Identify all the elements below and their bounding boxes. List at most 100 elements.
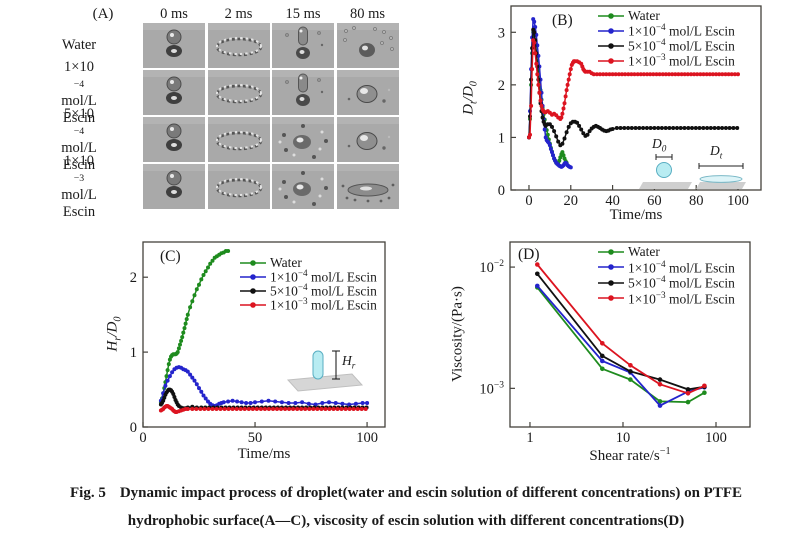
y-tick-label: 1 — [498, 130, 505, 146]
chart-B-svg: 0 20 40 60 80 100 0 1 2 3 (B) — [498, 5, 762, 209]
legend-entry: 5×10−4 mol/L Escin — [598, 36, 735, 54]
legend-label: Water — [628, 7, 660, 23]
x-tick-label: 40 — [605, 193, 620, 209]
y-tick-label: 10−2 — [479, 259, 504, 276]
panel-d-chart: 1 10 100 10−2 10−3 (D) Shear rate/s−1 Viscosity… — [430, 232, 812, 470]
legend-marker-icon — [240, 260, 266, 266]
y-axis-label: Hr/D0 — [104, 316, 124, 352]
legend-label: 1×10−3 mol/L Escin — [270, 296, 377, 313]
legend-label: 1×10−3 mol/L Escin — [628, 51, 735, 69]
legend-marker-icon — [240, 288, 266, 294]
y-axis-ticks: 0 1 2 — [130, 270, 148, 436]
legend-entry: Water — [598, 8, 735, 23]
droplet-photo-splash — [272, 164, 334, 209]
series-1-10-4-mol-l-escin — [158, 365, 370, 408]
legend-label: 5×10−4 mol/L Escin — [628, 36, 735, 54]
x-tick-label: 80 — [689, 193, 704, 209]
legend-entry: Water — [598, 244, 735, 260]
panel-letter: (B) — [552, 12, 573, 29]
y-tick-label: 2 — [498, 78, 505, 94]
legend-label: 5×10−4 mol/L Escin — [628, 274, 735, 291]
droplet-photo-splash — [272, 117, 334, 162]
panel-c-chart: 0 50 100 0 1 2 (C) Hr Time/ms Hr/D0 Water 1×10−4 mo… — [60, 232, 410, 470]
caption-line-1: Fig. 5 Dynamic impact process of droplet(… — [0, 479, 812, 507]
legend-entry: 1×10−4 mol/L Escin — [598, 258, 735, 276]
panel-a-label: (A) — [92, 6, 114, 22]
caption-fig-number: Fig. 5 — [69, 485, 106, 501]
legend-marker-icon — [240, 274, 266, 280]
legend-entry: 1×10−3 mol/L Escin — [240, 296, 377, 313]
caption-text-1: Dynamic impact process of droplet(water … — [119, 485, 743, 501]
y-tick-label: 1 — [130, 345, 137, 361]
x-axis-label: Time/ms — [609, 207, 663, 223]
droplet-photo-flat-spread — [336, 164, 399, 209]
legend-label: 1×10−4 mol/L Escin — [628, 258, 735, 276]
x-tick-label: 0 — [525, 193, 532, 209]
legend-entry: 1×10−3 mol/L Escin — [598, 289, 735, 307]
series-5-10-4-mol-l-escin — [158, 387, 369, 411]
x-tick-label: 50 — [248, 430, 263, 446]
droplet-photo-crown-ring — [207, 23, 270, 68]
panel-letter: (D) — [518, 246, 540, 263]
y-tick-label: 10−3 — [479, 380, 504, 397]
y-tick-label: 0 — [130, 420, 137, 436]
inset-hr-diagram — [286, 350, 364, 392]
droplet-photo-falling-droplet — [143, 23, 205, 68]
legend-marker-icon — [598, 248, 624, 255]
legend-label: 5×10−4 mol/L Escin — [270, 282, 377, 299]
chart-D-svg: 1 10 100 10−2 10−3 (D) — [479, 241, 751, 446]
droplet-photo-crown-ring — [207, 164, 270, 209]
panel-letter: (C) — [160, 248, 181, 265]
legend-marker-icon — [240, 302, 266, 308]
legend-entry: 1×10−4 mol/L Escin — [598, 21, 735, 39]
y-axis-ticks: 0 1 2 3 — [498, 25, 516, 199]
legend-entry: 5×10−4 mol/L Escin — [240, 282, 377, 299]
legend: Water 1×10−4 mol/L Escin 5×10−4 mol/L Esci… — [598, 8, 735, 68]
droplet-photo-sessile-droplet — [336, 70, 399, 115]
x-axis-label: Time/ms — [237, 446, 291, 462]
inset-label-d0: D0 — [652, 136, 667, 154]
x-axis-ticks: 0 50 100 — [139, 422, 378, 446]
panel-a-time-header: 15 ms — [285, 6, 321, 22]
inset-d0-dt-diagram — [639, 154, 746, 189]
legend-entry: 1×10−3 mol/L Escin — [598, 51, 735, 69]
droplet-photo-rebound-jet — [272, 23, 334, 68]
y-tick-label: 2 — [130, 270, 137, 286]
panel-a-time-header: 0 ms — [160, 6, 188, 22]
legend-label: 1×10−4 mol/L Escin — [270, 268, 377, 285]
legend: Water 1×10−4 mol/L Escin 5×10−4 mol/L Esci… — [598, 244, 735, 306]
x-tick-label: 100 — [356, 430, 378, 446]
panel-a-row-label: 1×10 −3 mol/L Escin — [61, 152, 97, 220]
series-1-10-3-mol-l-escin — [527, 38, 740, 140]
droplet-photo-rebound-jet — [272, 70, 334, 115]
x-tick-label: 100 — [727, 193, 749, 209]
legend-marker-icon — [598, 27, 624, 34]
legend-label: 1×10−4 mol/L Escin — [628, 21, 735, 39]
figure-caption: Fig. 5 Dynamic impact process of droplet(… — [0, 479, 812, 535]
chart-C-svg: 0 50 100 0 1 2 (C) — [130, 241, 386, 446]
legend-marker-icon — [598, 57, 624, 64]
droplet-photo-crown-ring — [207, 117, 270, 162]
y-axis-label: Dt/D0 — [460, 81, 480, 115]
y-axis-label: Viscosity/(Pa·s) — [449, 286, 466, 382]
x-tick-label: 20 — [564, 193, 579, 209]
x-tick-label: 0 — [139, 430, 146, 446]
y-axis-ticks: 10−2 10−3 — [479, 259, 515, 397]
caption-line-2: hydrophobic surface(A—C), viscosity of e… — [127, 513, 685, 529]
y-tick-label: 0 — [498, 183, 505, 199]
droplet-photo-bounce-bubbles — [336, 23, 399, 68]
y-tick-label: 3 — [498, 25, 505, 41]
droplet-photo-falling-droplet — [143, 117, 205, 162]
droplet-photo-falling-droplet — [143, 70, 205, 115]
inset-label-hr: Hr — [342, 353, 356, 371]
droplet-photo-falling-droplet — [143, 164, 205, 209]
x-tick-label: 10 — [616, 430, 631, 446]
legend-entry: 1×10−4 mol/L Escin — [240, 268, 377, 285]
legend-marker-icon — [598, 295, 624, 302]
panel-a-time-header: 80 ms — [349, 6, 386, 22]
series-1-10-3-mol-l-escin — [158, 404, 368, 414]
legend-label: 1×10−3 mol/L Escin — [628, 289, 735, 307]
legend: Water 1×10−4 mol/L Escin 5×10−4 mol/L Esci… — [240, 255, 377, 313]
legend-marker-icon — [598, 42, 624, 49]
